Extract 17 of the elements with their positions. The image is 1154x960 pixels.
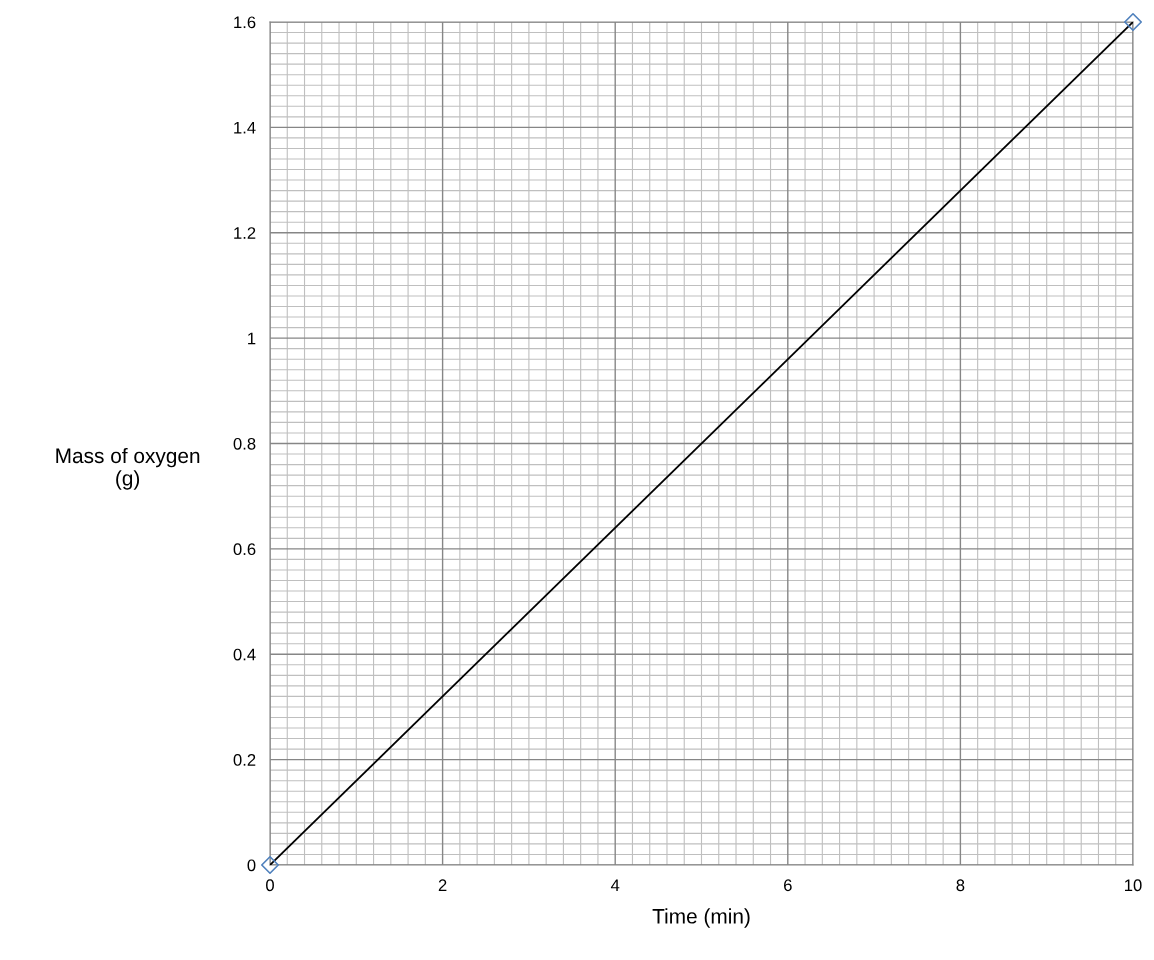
y-tick-label: 0.2	[233, 754, 256, 766]
y-tick-label: 1.6	[234, 16, 256, 29]
y-tick-label: 0.4	[233, 648, 256, 661]
y-tick-label: 1.4	[234, 121, 256, 134]
x-axis-title: Time (min)	[652, 908, 750, 928]
y-tick-label: 1.2	[234, 227, 256, 239]
x-tick-label: 8	[956, 879, 965, 892]
y-tick-label: 0.6	[233, 543, 256, 556]
y-tick-label: 1	[248, 332, 256, 345]
x-tick-label: 10	[1125, 879, 1142, 892]
y-tick-label: 0	[247, 859, 256, 872]
x-tick-label: 2	[438, 879, 447, 891]
x-tick-label: 4	[610, 879, 620, 891]
x-tick-label: 6	[784, 879, 792, 892]
x-tick-label: 0	[266, 879, 274, 892]
y-tick-label: 0.8	[233, 437, 256, 450]
y-axis-title: Mass of oxygen (g)	[56, 447, 200, 490]
